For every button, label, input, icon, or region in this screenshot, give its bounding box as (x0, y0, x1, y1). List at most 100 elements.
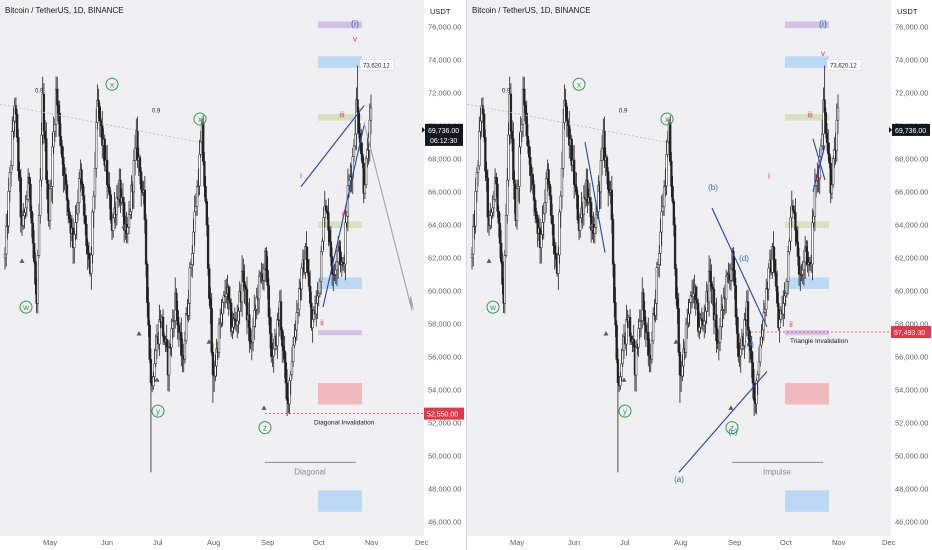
candle-body (507, 134, 510, 181)
candle-body (532, 184, 536, 201)
target-zone-green-upper[interactable] (785, 114, 829, 121)
price-tick-label: 74,000.00 (895, 56, 928, 65)
candle-body (492, 199, 496, 209)
invalidation-text: Diagonal Invalidation (314, 420, 375, 427)
candle-body (802, 261, 806, 271)
target-zone-red[interactable] (318, 383, 362, 405)
target-zone-red[interactable] (785, 383, 829, 405)
candle-body (778, 319, 781, 328)
target-zone-blue-low[interactable] (785, 490, 829, 512)
target-zone-blue-mid[interactable] (318, 277, 362, 289)
left-chart-panel[interactable]: Bitcoin / TetherUS, 1D, BINANCE USDT 46,… (0, 0, 466, 550)
candle-body (517, 186, 520, 189)
candle-body (506, 179, 509, 216)
candle-body (620, 363, 623, 378)
candle-body (40, 134, 43, 181)
wave-label: x (110, 80, 114, 89)
candle-body (504, 214, 508, 256)
candle-body (115, 196, 119, 215)
candle-body (90, 254, 93, 274)
candle-body (152, 376, 155, 387)
candle-body (599, 160, 603, 193)
left-price-axis[interactable] (424, 0, 466, 536)
candle-body (614, 302, 617, 326)
wave-label-circle (105, 77, 119, 91)
target-zone-blue-high[interactable] (785, 56, 829, 68)
candle-body (752, 382, 756, 401)
candle-body (265, 250, 268, 271)
target-zone-green-upper[interactable] (318, 114, 362, 121)
candle-body (16, 113, 19, 138)
left-time-axis[interactable] (0, 536, 466, 550)
candle-body (360, 142, 363, 155)
candle-body (575, 186, 578, 196)
candle-body (475, 172, 479, 192)
fib-label: 0.9 (152, 108, 161, 114)
price-tick-label: 74,000.00 (428, 56, 461, 65)
candle-body (143, 189, 146, 220)
candle-body (518, 146, 521, 187)
target-zone-purple-top[interactable] (318, 21, 362, 29)
candle-body (543, 202, 547, 215)
countdown-label: 06:12:30 (430, 138, 457, 145)
price-tick-label: 56,000.00 (895, 353, 928, 362)
left-plot-area[interactable] (0, 0, 424, 536)
invalidation-price-label: 57,493.30 (894, 330, 925, 337)
target-zone-purple-mid[interactable] (785, 330, 829, 336)
candle-body (317, 293, 320, 297)
candle-body (121, 197, 125, 203)
candle-body (206, 224, 210, 269)
candle-body (665, 154, 668, 187)
last-price-label: 69,736.00 (428, 128, 459, 135)
candle-body (30, 211, 33, 224)
candle-body (257, 275, 261, 300)
candle-body (734, 285, 738, 318)
candle-body (95, 122, 98, 169)
candle-body (659, 231, 662, 254)
candle-body (80, 169, 83, 185)
right-price-axis[interactable] (891, 0, 932, 536)
target-zone-purple-top[interactable] (785, 21, 829, 29)
candle-body (149, 359, 153, 383)
candle-body (126, 227, 129, 234)
candle-body (225, 293, 228, 297)
target-zone-green-lower[interactable] (318, 221, 362, 228)
candle-body (65, 184, 69, 201)
candle-body (661, 206, 665, 213)
right-time-axis[interactable] (467, 536, 932, 550)
candle-body (11, 131, 14, 167)
wave-label-circle (19, 300, 33, 314)
candle-body (138, 157, 142, 173)
wave-label-blue: (e) (744, 340, 754, 349)
target-zone-blue-low[interactable] (318, 490, 362, 512)
candle-body (8, 172, 12, 192)
candle-body (692, 293, 695, 297)
candle-body (531, 174, 534, 185)
target-zone-green-lower[interactable] (785, 221, 829, 228)
candle-body (295, 312, 298, 331)
candle-body (324, 205, 328, 211)
high-price-badge (359, 59, 395, 71)
right-chart-panel[interactable]: Bitcoin / TetherUS, 1D, BINANCE USDT 46,… (466, 0, 932, 550)
candle-body (542, 213, 545, 223)
candle-body (647, 331, 650, 356)
wave-label-red: ii (789, 320, 793, 329)
candle-body (306, 259, 309, 274)
price-tick-label: 50,000.00 (428, 452, 461, 461)
invalidation-price-tag (891, 326, 931, 339)
candle-body (57, 104, 60, 114)
candle-body (675, 268, 678, 299)
target-zone-purple-mid[interactable] (318, 330, 362, 336)
pivot-marker (121, 223, 127, 229)
right-plot-area[interactable] (467, 0, 891, 536)
candle-body (547, 169, 550, 185)
wave-label-red: v (821, 49, 825, 58)
target-zone-blue-high[interactable] (318, 56, 362, 68)
candle-body (486, 177, 489, 218)
candle-body (789, 217, 792, 242)
target-zone-blue-mid[interactable] (785, 277, 829, 289)
candle-body (267, 285, 271, 318)
wave-label-circle (660, 112, 674, 126)
candle-body (783, 295, 786, 304)
price-tick-label: 50,000.00 (895, 452, 928, 461)
